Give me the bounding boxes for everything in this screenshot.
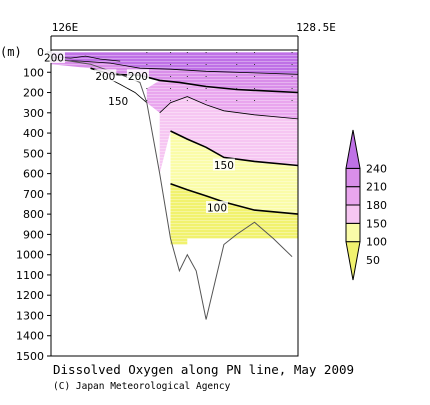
- colorbar-label: 180: [366, 199, 387, 212]
- contour-label-bg: [107, 94, 130, 107]
- contour-label: 200: [44, 53, 64, 65]
- contour-label-bg: [126, 69, 149, 82]
- colorbar-swatch: [345, 167, 361, 188]
- axes: 0100200300400500600700800900100011001200…: [16, 21, 336, 363]
- contour-line: [51, 59, 298, 75]
- oxygen-band-hatch: [146, 80, 298, 119]
- colorbar-label: 50: [366, 254, 380, 267]
- colorbar-swatch: [345, 222, 361, 243]
- y-tick-label: 1300: [16, 309, 44, 322]
- contour-label: 100: [207, 203, 227, 215]
- colorbar-label: 240: [366, 162, 387, 175]
- y-tick-label: 300: [23, 107, 44, 120]
- contour-label: 150: [108, 96, 128, 108]
- contour-label: 150: [214, 160, 234, 172]
- credit-text: (C) Japan Meteorological Agency: [53, 381, 231, 392]
- x-tick-label: 126E: [52, 21, 79, 34]
- y-tick-label: 700: [23, 188, 44, 201]
- contour-label: 200: [128, 71, 148, 83]
- x-tick-label: 128.5E: [296, 21, 336, 34]
- colorbar-label: 100: [366, 236, 387, 249]
- y-tick-label: 0: [37, 46, 44, 59]
- contour-label-bg: [212, 158, 235, 171]
- y-tick-label: 1100: [16, 269, 44, 282]
- oxygen-band-hatch: [51, 52, 298, 75]
- oxygen-band-hatch: [170, 131, 298, 215]
- y-tick-label: 500: [23, 147, 44, 160]
- colorbar-swatch: [345, 241, 361, 281]
- contour-label-bg: [42, 51, 65, 64]
- y-tick-label: 1500: [16, 350, 44, 363]
- plot-frame: [50, 49, 299, 357]
- contour-line: [170, 182, 298, 215]
- colorbar-label: 150: [366, 217, 387, 230]
- y-tick-label: 1200: [16, 289, 44, 302]
- y-tick-label: 200: [23, 87, 44, 100]
- y-tick-label: 1000: [16, 249, 44, 262]
- y-axis-label: (m): [0, 45, 22, 59]
- contour-label-bg: [205, 201, 228, 214]
- y-tick-label: 400: [23, 127, 44, 140]
- contour-line: [170, 130, 298, 167]
- colorbar-swatch: [345, 204, 361, 224]
- contour-lines: [51, 55, 298, 215]
- colorbar-label: 210: [366, 181, 387, 194]
- contour-line: [159, 96, 298, 120]
- colorbar-swatch: [345, 129, 361, 169]
- y-tick-label: 600: [23, 168, 44, 181]
- contour-label-bg: [94, 69, 117, 82]
- chart-title: Dissolved Oxygen along PN line, May 2009: [53, 362, 354, 377]
- y-tick-label: 900: [23, 228, 44, 241]
- oxygen-band-hatch: [51, 60, 298, 93]
- oxygen-band-hatch: [170, 183, 298, 245]
- oxygen-fill-layer: [51, 52, 298, 245]
- y-tick-label: 1400: [16, 330, 44, 343]
- colorbar-swatch: [345, 186, 361, 206]
- contour-label: 200: [95, 71, 115, 83]
- y-tick-label: 100: [23, 66, 44, 79]
- y-tick-label: 800: [23, 208, 44, 221]
- contour-labels: 200 200 200 150 150 100: [42, 51, 235, 215]
- colorbar: 50 100 150 180 210 240: [345, 129, 387, 281]
